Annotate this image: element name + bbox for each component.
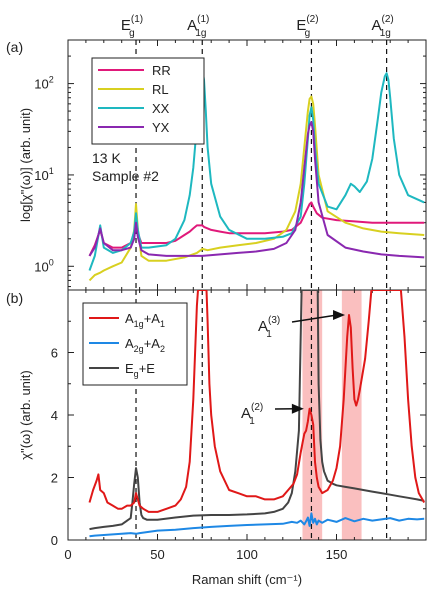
arrow-label-main: A [258,318,268,335]
arrow-label-sub: 1 [249,416,255,427]
legend-label-rr: RR [152,63,171,78]
panel-a-mode-labels: E(1) g A(1) 1g E(2) g A(2) 1g [121,14,394,39]
panel-b-label: (b) [6,290,23,306]
mode-label: E(1) g [121,14,143,39]
mode-label-sup: (2) [382,14,394,25]
b-legend-label: A2g+A2 [125,336,165,354]
panel-a-legend: RR RL XX YX [91,57,205,145]
b-legend-sub: 1g [134,319,144,329]
b-y-tick-label: 2 [51,471,58,486]
mode-label-main: A [187,17,197,34]
b-legend-tail-sub: 1 [160,319,165,329]
a-y-tick-label: 101 [34,166,53,183]
b-legend-label: Eg+E [125,361,155,379]
b-legend-tail: +E [139,361,156,376]
b-legend-sub: 2g [134,344,144,354]
mode-label: A(2) 1g [371,14,393,39]
a-y-tick-base: 10 [34,259,48,274]
b-y-tick-label: 4 [51,408,58,423]
x-tick-label: 150 [326,547,348,562]
arrow-label-sup: (2) [251,402,263,413]
temperature-label: 13 K [92,150,121,166]
a-y-tick-exponent: 0 [49,257,54,267]
b-legend-tail: +A [144,336,161,351]
b-legend-main: E [125,361,134,376]
arrow-label-sup: (3) [268,315,280,326]
arrow-label: A(2) 1 [241,402,263,427]
mode-label: A(1) 1g [187,14,209,39]
panel-a-label: (a) [6,39,23,55]
panel-b-y-axis-label: χ"(ω) (arb. unit) [18,370,33,460]
legend-label-xx: XX [152,101,170,116]
panel-b-y-ticks: 0 2 4 6 [51,320,426,548]
mode-label-sup: (1) [131,14,143,25]
mode-label-main: A [371,17,381,34]
mode-label-sub: g [129,28,135,39]
x-axis-label: Raman shift (cm⁻¹) [192,572,302,587]
a-y-tick-label: 100 [34,257,53,274]
mode-label-sub: 1g [380,28,391,39]
b-y-tick-label: 6 [51,346,58,361]
series-line-b1 [89,512,425,538]
arrow-shaft [291,314,338,323]
x-tick-label: 100 [236,547,258,562]
b-legend-label: A1g+A1 [125,311,165,329]
mode-label-sub: g [305,28,311,39]
panel-a-legend-frame [91,57,205,145]
panel-b-series [88,290,426,538]
panel-b-arrows: A(2) 1A(3) 1 [241,310,346,427]
b-y-tick-label: 0 [51,533,58,548]
a-y-tick-base: 10 [34,77,48,92]
a-y-tick-label: 102 [34,75,53,92]
b-legend-tail-sub: 2 [160,344,165,354]
arrow-head [333,310,346,320]
a-y-tick-exponent: 1 [49,166,54,176]
legend-label-yx: YX [152,120,170,135]
arrow-label-sub: 1 [266,329,272,340]
panel-b: (b) χ"(ω) (arb. unit) Raman shift (cm⁻¹)… [6,289,427,587]
panel-a-series [88,67,425,282]
mode-label-sub: 1g [195,28,206,39]
mode-label-sup: (1) [197,14,209,25]
mode-label-main: E [121,17,131,34]
series-line-xx [88,67,425,271]
series-line-yx [88,121,425,259]
b-legend-sub: g [134,369,139,379]
a-y-tick-exponent: 2 [49,75,54,85]
a-y-tick-base: 10 [34,168,48,183]
series-line-b0 [88,290,426,513]
arrow-label-main: A [241,405,251,422]
x-tick-label: 0 [64,547,71,562]
arrow-head [291,403,304,414]
mode-label-main: E [296,17,306,34]
b-legend-tail: +A [144,311,161,326]
sample-label: Sample #2 [92,168,159,184]
b-legend-main: A [125,311,134,326]
legend-label-rl: RL [152,82,169,97]
panel-a-y-axis-label: log[χ"(ω)] (arb. unit) [18,108,33,222]
panel-b-vlines [135,290,388,540]
mode-label: E(2) g [296,14,318,39]
mode-label-sup: (2) [306,14,318,25]
arrow-label: A(3) 1 [258,315,280,340]
panel-b-x-ticks: 0 50 100 150 [64,290,409,562]
b-legend-main: A [125,336,134,351]
x-tick-label: 50 [150,547,164,562]
series-line-b2 [89,290,425,531]
